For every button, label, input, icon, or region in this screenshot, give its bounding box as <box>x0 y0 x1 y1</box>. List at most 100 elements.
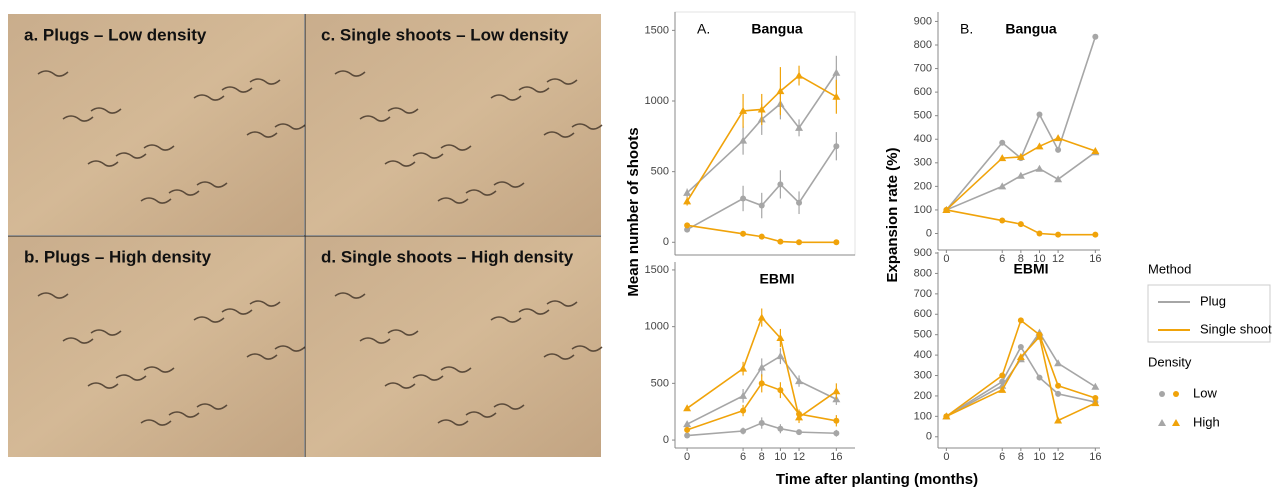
legend-marker <box>1158 419 1166 426</box>
y-tick-label: 400 <box>914 349 932 361</box>
legend-marker <box>1173 391 1179 397</box>
marker <box>998 182 1007 190</box>
marker <box>1054 359 1063 367</box>
seagrass <box>221 86 253 93</box>
series-line <box>945 36 1097 211</box>
marker <box>833 143 840 150</box>
marker <box>1055 390 1062 397</box>
y-tick-label: 300 <box>914 157 932 169</box>
marker <box>758 380 765 387</box>
chart-title: EBMI <box>1014 261 1049 277</box>
y-tick-label: 700 <box>914 62 932 74</box>
y-tick-label: 1500 <box>645 24 669 36</box>
x-tick-label: 16 <box>830 451 842 463</box>
seagrass <box>359 337 391 344</box>
y-tick-label: 0 <box>663 434 669 446</box>
seagrass <box>412 152 444 159</box>
legend-title: Density <box>1148 354 1192 369</box>
marker <box>684 222 691 229</box>
marker <box>832 387 841 395</box>
marker <box>1054 416 1063 424</box>
marker <box>1036 374 1043 381</box>
seagrass <box>90 329 122 336</box>
legend-label: Low <box>1193 385 1217 400</box>
marker <box>1017 343 1024 350</box>
x-tick-label: 8 <box>1018 253 1024 265</box>
marker <box>739 106 748 114</box>
panel-label: A. <box>697 21 710 37</box>
marker <box>776 87 785 95</box>
marker <box>683 188 692 196</box>
y-tick-label: 200 <box>914 390 932 402</box>
marker <box>758 202 765 209</box>
seagrass <box>546 78 578 85</box>
series-line <box>946 151 1096 211</box>
seagrass <box>249 78 281 85</box>
series-line <box>686 145 838 231</box>
marker <box>1036 111 1043 118</box>
x-tick-label: 8 <box>759 451 765 463</box>
marker <box>942 412 951 420</box>
photo <box>305 236 601 457</box>
seagrass <box>115 152 147 159</box>
x-tick-label: 12 <box>1052 451 1064 463</box>
series-line <box>945 319 1096 417</box>
marker <box>999 217 1006 224</box>
marker <box>776 352 785 360</box>
seagrass <box>571 345 603 352</box>
y-tick-label: 0 <box>926 227 932 239</box>
x-tick-label: 12 <box>793 451 805 463</box>
x-tick-label: 0 <box>943 451 949 463</box>
seagrass <box>387 107 419 114</box>
marker <box>777 181 784 188</box>
marker <box>740 230 747 237</box>
x-axis-label: Time after planting (months) <box>776 471 978 488</box>
seagrass <box>246 131 278 138</box>
marker <box>1017 317 1024 324</box>
seagrass <box>196 181 228 188</box>
seagrass <box>62 115 94 122</box>
series-line <box>686 72 838 194</box>
y-tick-label: 900 <box>914 15 932 27</box>
photo-label: a. Plugs – Low density <box>24 25 207 44</box>
legend-marker <box>1159 391 1165 397</box>
x-tick-label: 0 <box>684 451 690 463</box>
seagrass <box>412 374 444 381</box>
seagrass <box>90 107 122 114</box>
seagrass <box>193 94 225 101</box>
seagrass <box>140 419 172 426</box>
legend-label: Plug <box>1200 293 1226 308</box>
marker <box>1016 353 1025 361</box>
marker <box>757 313 766 321</box>
marker <box>1036 230 1043 237</box>
seagrass <box>571 123 603 130</box>
seagrass <box>518 308 550 315</box>
marker <box>1091 147 1100 155</box>
seagrass <box>518 86 550 93</box>
chart-title: Bangua <box>751 21 803 37</box>
seagrass <box>493 181 525 188</box>
seagrass <box>274 345 306 352</box>
x-tick-label: 6 <box>999 253 1005 265</box>
marker <box>796 199 803 206</box>
marker <box>1054 134 1063 142</box>
seagrass <box>437 197 469 204</box>
legend-marker <box>1172 419 1180 426</box>
seagrass <box>465 189 497 196</box>
x-tick-label: 10 <box>1033 253 1045 265</box>
seagrass <box>87 160 119 167</box>
photo-label: b. Plugs – High density <box>24 247 212 266</box>
seagrass <box>37 292 69 299</box>
marker <box>1016 152 1025 160</box>
y-tick-label: 600 <box>914 86 932 98</box>
seagrass <box>334 292 366 299</box>
marker <box>739 136 748 144</box>
panel-label: B. <box>960 21 973 37</box>
marker <box>1054 175 1063 183</box>
seagrass <box>490 94 522 101</box>
photo <box>8 14 304 235</box>
marker <box>1055 146 1062 153</box>
marker <box>796 239 803 246</box>
marker <box>1092 394 1099 401</box>
